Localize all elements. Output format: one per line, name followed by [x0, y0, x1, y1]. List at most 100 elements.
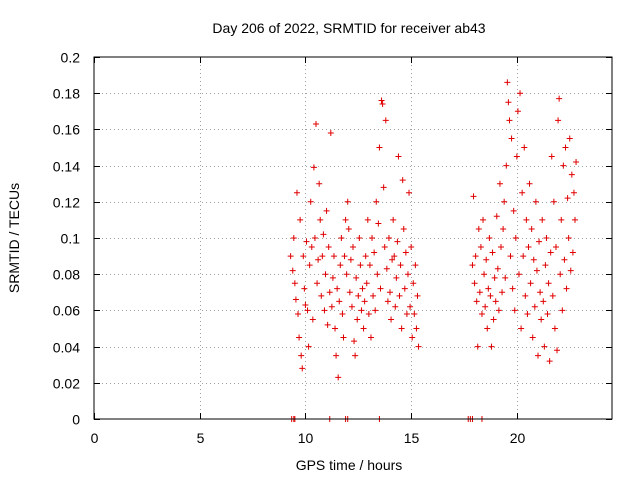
data-point: [496, 180, 503, 187]
data-point: [357, 262, 364, 269]
data-point: [514, 108, 521, 115]
data-point: [546, 358, 553, 365]
data-point: [393, 274, 400, 281]
data-point: [539, 216, 546, 223]
data-point: [301, 285, 308, 292]
data-point: [345, 225, 352, 232]
data-point: [348, 303, 355, 310]
data-point: [551, 325, 558, 332]
data-point: [289, 267, 296, 274]
data-point: [493, 213, 500, 220]
y-tick-label: 0.12: [53, 195, 80, 211]
data-point: [507, 253, 514, 260]
data-point: [314, 280, 321, 287]
data-point: [557, 271, 564, 278]
data-point: [483, 256, 490, 263]
data-point: [403, 311, 410, 318]
data-point: [302, 301, 309, 308]
data-point: [313, 120, 319, 127]
data-point: [559, 307, 566, 314]
data-point: [287, 253, 294, 260]
data-point: [363, 280, 370, 287]
data-point: [531, 303, 538, 310]
data-point: [336, 298, 343, 305]
data-point: [549, 292, 556, 299]
data-point: [350, 244, 356, 251]
y-axis-label: SRMTID / TECUs: [6, 183, 22, 293]
data-point: [317, 216, 324, 223]
data-point: [475, 225, 482, 232]
data-point: [480, 216, 487, 223]
data-point: [351, 338, 358, 345]
data-point: [513, 153, 520, 160]
data-point: [376, 144, 383, 151]
data-point: [487, 292, 494, 299]
data-point: [471, 280, 478, 287]
data-point: [498, 244, 504, 251]
data-point: [373, 198, 380, 205]
data-point: [526, 180, 533, 187]
data-point: [324, 321, 331, 328]
data-point: [290, 235, 297, 241]
x-tick-label: 10: [298, 430, 314, 446]
data-point: [388, 316, 395, 323]
data-point: [469, 262, 476, 269]
data-point: [474, 343, 481, 350]
data-point: [568, 171, 575, 178]
data-point: [408, 244, 415, 251]
data-point: [558, 216, 565, 223]
axis-ticks: [94, 57, 612, 420]
data-point: [360, 325, 367, 332]
data-point: [305, 343, 312, 350]
data-point: [343, 271, 350, 278]
data-point: [525, 244, 532, 251]
data-point: [293, 189, 300, 196]
data-point: [512, 235, 519, 241]
data-point: [476, 289, 483, 296]
data-point: [303, 238, 310, 245]
data-point: [517, 90, 524, 97]
data-point: [356, 235, 363, 241]
data-point: [404, 271, 411, 278]
data-point: [295, 311, 302, 318]
data-point: [369, 235, 376, 241]
data-point: [409, 334, 416, 341]
data-point: [372, 307, 379, 314]
data-point: [396, 292, 403, 299]
data-point: [296, 334, 303, 341]
data-point: [537, 289, 544, 296]
data-point: [552, 244, 559, 251]
data-point: [337, 262, 344, 269]
data-point: [355, 292, 362, 299]
data-point: [398, 325, 405, 332]
data-point: [322, 271, 329, 278]
data-point: [323, 207, 330, 214]
data-point: [365, 311, 372, 318]
data-point: [391, 253, 398, 260]
data-point: [523, 216, 530, 223]
data-point: [339, 311, 346, 318]
data-point: [354, 316, 361, 323]
data-point: [473, 298, 480, 305]
data-point: [535, 352, 541, 359]
data-point: [292, 296, 299, 303]
x-axis-label: GPS time / hours: [296, 457, 403, 473]
data-point: [501, 198, 508, 205]
data-point: [304, 307, 311, 314]
data-point: [543, 235, 550, 241]
data-point: [402, 249, 409, 256]
data-points: [287, 79, 580, 422]
data-point: [380, 184, 387, 191]
data-point: [332, 325, 339, 332]
data-point: [359, 285, 366, 292]
data-point: [362, 253, 369, 260]
data-point: [387, 289, 393, 296]
data-point: [542, 262, 549, 269]
data-point: [381, 244, 388, 251]
data-point: [298, 352, 305, 359]
data-point: [329, 274, 336, 281]
data-point: [528, 225, 535, 232]
data-point: [291, 280, 298, 287]
data-point: [374, 271, 381, 278]
